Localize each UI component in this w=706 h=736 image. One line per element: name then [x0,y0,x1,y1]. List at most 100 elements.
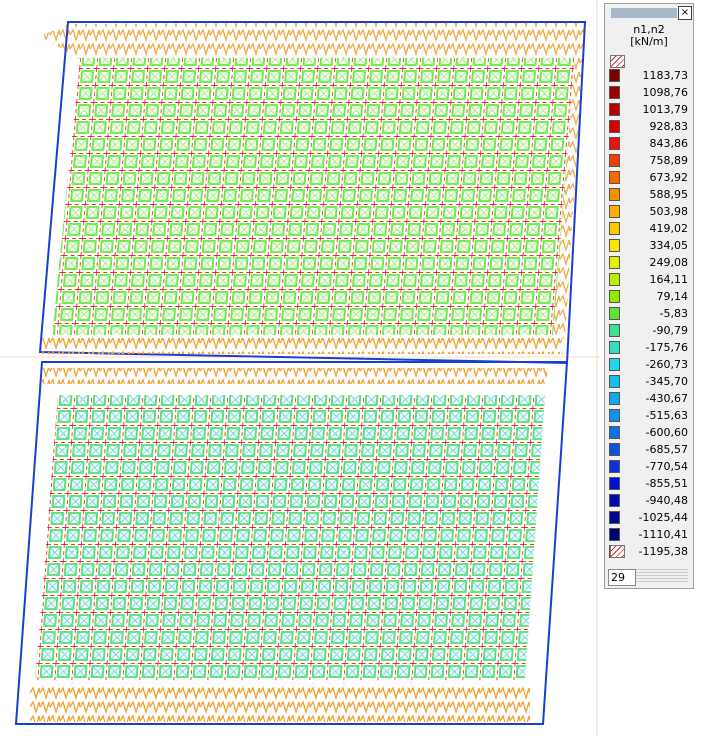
legend-value: 79,14 [656,290,689,303]
spinner[interactable] [636,569,688,584]
supports [42,338,562,354]
legend-row: -770,54 [609,458,691,475]
legend-row: -260,73 [609,356,691,373]
legend-row: 588,95 [609,186,691,203]
supports [30,686,530,722]
color-swatch [609,222,620,235]
legend-row: -90,79 [609,322,691,339]
legend-row: -1110,41 [609,526,691,543]
color-swatch [609,188,620,201]
color-swatch [609,477,620,490]
supports [42,368,547,384]
color-swatch [609,290,620,303]
legend-row: 673,92 [609,169,691,186]
legend-value: -770,54 [645,460,688,473]
legend-value: 673,92 [649,171,689,184]
legend-value: -515,63 [645,409,688,422]
legend-row: -175,76 [609,339,691,356]
legend-value: 419,02 [649,222,689,235]
color-swatch [609,103,620,116]
legend-value: 588,95 [649,188,689,201]
color-swatch [609,239,620,252]
legend-value: -940,48 [645,494,688,507]
legend-row: 79,14 [609,288,691,305]
legend-row: -685,57 [609,441,691,458]
color-swatch [609,120,620,133]
legend-row: 249,08 [609,254,691,271]
legend-value: 503,98 [649,205,689,218]
legend-row: -430,67 [609,390,691,407]
legend-row: 1013,79 [609,101,691,118]
color-swatch [609,426,620,439]
legend-scale: 1183,73 1098,76 1013,79 928,83 843,86 758,89 6… [609,67,691,560]
model-view [0,0,600,736]
color-swatch [609,494,620,507]
legend-unit: [kN/m] [630,35,668,48]
color-swatch [609,137,620,150]
legend-value: -5,83 [659,307,688,320]
legend-value: -90,79 [652,324,688,337]
legend-value: 249,08 [649,256,689,269]
surface-outline [14,361,569,725]
legend-panel: × n1,n2 [kN/m] 1183,73 1098,76 1013,79 928,… [604,3,694,589]
legend-value: 843,86 [649,137,689,150]
legend-row: -5,83 [609,305,691,322]
legend-row: -515,63 [609,407,691,424]
color-swatch [609,528,620,541]
legend-value: 1013,79 [642,103,689,116]
color-swatch [609,69,620,82]
legend-value: -260,73 [645,358,688,371]
color-swatch [609,375,620,388]
color-swatch [609,392,620,405]
legend-value: 164,11 [649,273,689,286]
legend-row: 503,98 [609,203,691,220]
color-swatch [609,154,620,167]
legend-value: -1195,38 [638,545,688,558]
legend-value: 758,89 [649,154,689,167]
legend-value: -855,51 [645,477,688,490]
color-swatch [609,358,620,371]
legend-value: -1110,41 [638,528,688,541]
color-swatch [609,86,620,99]
legend-row: 928,83 [609,118,691,135]
legend-value: -600,60 [645,426,688,439]
legend-row: 843,86 [609,135,691,152]
color-swatch [609,307,620,320]
color-swatch [609,273,620,286]
legend-value: 928,83 [649,120,689,133]
color-swatch [609,171,620,184]
surface-mesh [35,395,545,680]
legend-value: -1025,44 [638,511,688,524]
color-swatch [609,341,620,354]
level-count[interactable]: 29 [608,569,636,586]
title-bar[interactable] [611,8,677,18]
legend-value: 334,05 [649,239,689,252]
surface-mesh [52,58,575,335]
legend-row: -940,48 [609,492,691,509]
color-swatch [609,324,620,337]
legend-row: 419,02 [609,220,691,237]
legend-row: 1183,73 [609,67,691,84]
legend-row: -1025,44 [609,509,691,526]
legend-value: -430,67 [645,392,688,405]
color-swatch [609,205,620,218]
color-swatch [609,460,620,473]
color-swatch [609,511,620,524]
color-swatch [609,256,620,269]
legend-value: -175,76 [645,341,688,354]
legend-value: -685,57 [645,443,688,456]
legend-row: -600,60 [609,424,691,441]
hatch-icon [610,55,625,68]
legend-row: 1098,76 [609,84,691,101]
legend-row: 758,89 [609,152,691,169]
color-swatch [609,443,620,456]
legend-row: -345,70 [609,373,691,390]
legend-row: 334,05 [609,237,691,254]
color-swatch [609,409,620,422]
legend-row: -855,51 [609,475,691,492]
legend-title: n1,n2 [633,23,665,36]
close-button[interactable]: × [678,6,692,20]
legend-value: -345,70 [645,375,688,388]
legend-value: 1183,73 [642,69,689,82]
